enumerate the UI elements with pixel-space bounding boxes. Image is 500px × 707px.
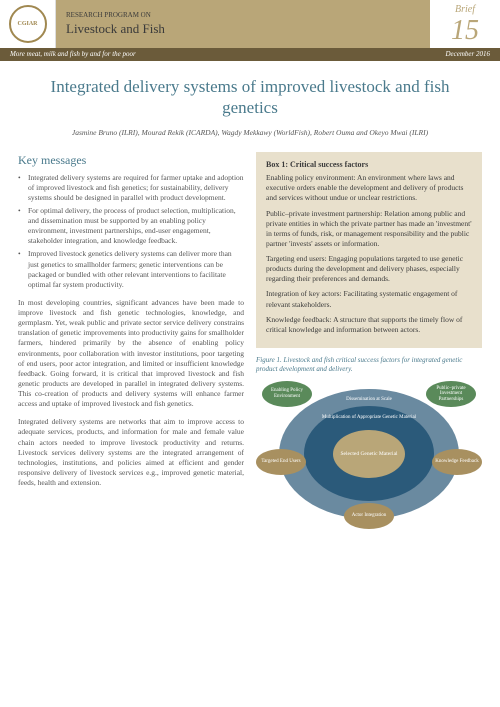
satellite-oval: Targeted End Users <box>256 449 306 475</box>
document-title: Integrated delivery systems of improved … <box>0 61 500 128</box>
tagline-bar: More meat, milk and fish by and for the … <box>0 48 500 61</box>
box-item: Targeting end users: Engaging population… <box>266 254 472 284</box>
box-item-label: Knowledge feedback: <box>266 315 332 324</box>
program-area: RESEARCH PROGRAM ON Livestock and Fish <box>56 0 430 48</box>
box-item-label: Enabling policy environment: <box>266 173 356 182</box>
center-oval: Selected Genetic Material <box>333 430 405 478</box>
right-column: Box 1: Critical success factors Enabling… <box>256 152 482 528</box>
bullet-item: For optimal delivery, the process of pro… <box>18 206 244 247</box>
program-name: Livestock and Fish <box>66 20 430 38</box>
box-item-label: Integration of key actors: <box>266 289 342 298</box>
box-title: Box 1: Critical success factors <box>266 160 472 171</box>
box-item: Integration of key actors: Facilitating … <box>266 289 472 309</box>
figure-caption: Figure 1. Livestock and fish critical su… <box>256 356 482 375</box>
ring-text-top: Dissemination at Scale <box>346 397 392 403</box>
program-label: RESEARCH PROGRAM ON <box>66 11 430 20</box>
satellite-oval: Actor Integration <box>344 503 394 529</box>
satellite-oval: Knowledge Feedback <box>432 449 482 475</box>
brief-area: Brief 15 <box>430 0 500 48</box>
key-messages-list: Integrated delivery systems are required… <box>18 173 244 290</box>
brief-number: 15 <box>451 17 479 45</box>
content-columns: Key messages Integrated delivery systems… <box>0 148 500 538</box>
body-paragraph: In most developing countries, significan… <box>18 298 244 409</box>
cgiar-logo: CGIAR <box>9 5 47 43</box>
figure-diagram: Selected Genetic Material Dissemination … <box>256 379 482 529</box>
date-text: December 2016 <box>445 50 490 59</box>
box-item-label: Targeting end users: <box>266 254 327 263</box>
box-item: Public–private investment partnership: R… <box>266 209 472 250</box>
box-item-label: Public–private investment partnership: <box>266 209 382 218</box>
key-messages-heading: Key messages <box>18 152 244 168</box>
left-column: Key messages Integrated delivery systems… <box>18 152 244 528</box>
authors-line: Jasmine Bruno (ILRI), Mourad Rekik (ICAR… <box>0 128 500 148</box>
tagline-text: More meat, milk and fish by and for the … <box>10 50 136 59</box>
satellite-oval: Public–private Investment Partnerships <box>426 381 476 407</box>
ring-text-mid: Multiplication of Appropriate Genetic Ma… <box>322 415 416 421</box>
body-paragraph: Integrated delivery systems are networks… <box>18 417 244 488</box>
header-bar: CGIAR RESEARCH PROGRAM ON Livestock and … <box>0 0 500 48</box>
bullet-item: Improved livestock genetics delivery sys… <box>18 249 244 290</box>
satellite-oval: Enabling Policy Environment <box>262 381 312 407</box>
box-item: Knowledge feedback: A structure that sup… <box>266 315 472 335</box>
success-factors-box: Box 1: Critical success factors Enabling… <box>256 152 482 348</box>
bullet-item: Integrated delivery systems are required… <box>18 173 244 203</box>
box-item: Enabling policy environment: An environm… <box>266 173 472 203</box>
logo-area: CGIAR <box>0 0 56 48</box>
